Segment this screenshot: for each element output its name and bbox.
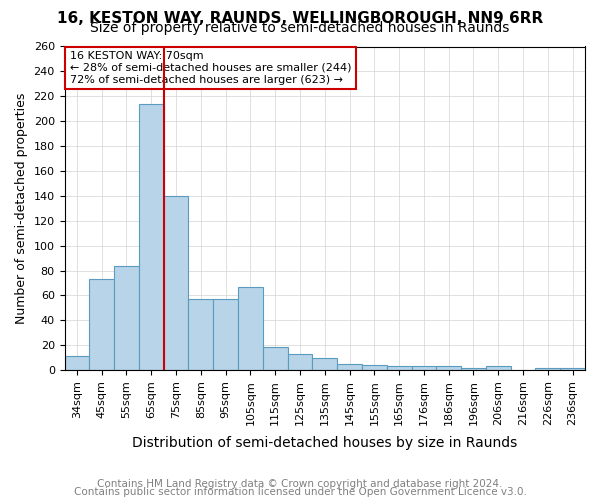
- Bar: [412, 366, 436, 370]
- Bar: [560, 368, 585, 370]
- Text: 16 KESTON WAY: 70sqm
← 28% of semi-detached houses are smaller (244)
72% of semi: 16 KESTON WAY: 70sqm ← 28% of semi-detac…: [70, 52, 351, 84]
- Bar: [362, 365, 387, 370]
- Bar: [164, 196, 188, 370]
- Bar: [436, 366, 461, 370]
- Bar: [263, 346, 287, 370]
- Bar: [89, 280, 114, 370]
- Bar: [188, 299, 213, 370]
- Text: Contains public sector information licensed under the Open Government Licence v3: Contains public sector information licen…: [74, 487, 526, 497]
- Text: Size of property relative to semi-detached houses in Raunds: Size of property relative to semi-detach…: [91, 21, 509, 35]
- Bar: [535, 368, 560, 370]
- Bar: [486, 366, 511, 370]
- Bar: [313, 358, 337, 370]
- Bar: [213, 299, 238, 370]
- Bar: [65, 356, 89, 370]
- X-axis label: Distribution of semi-detached houses by size in Raunds: Distribution of semi-detached houses by …: [132, 436, 517, 450]
- Bar: [461, 368, 486, 370]
- Bar: [387, 366, 412, 370]
- Bar: [337, 364, 362, 370]
- Bar: [287, 354, 313, 370]
- Text: 16, KESTON WAY, RAUNDS, WELLINGBOROUGH, NN9 6RR: 16, KESTON WAY, RAUNDS, WELLINGBOROUGH, …: [57, 11, 543, 26]
- Bar: [238, 287, 263, 370]
- Bar: [139, 104, 164, 370]
- Text: Contains HM Land Registry data © Crown copyright and database right 2024.: Contains HM Land Registry data © Crown c…: [97, 479, 503, 489]
- Y-axis label: Number of semi-detached properties: Number of semi-detached properties: [15, 92, 28, 324]
- Bar: [114, 266, 139, 370]
